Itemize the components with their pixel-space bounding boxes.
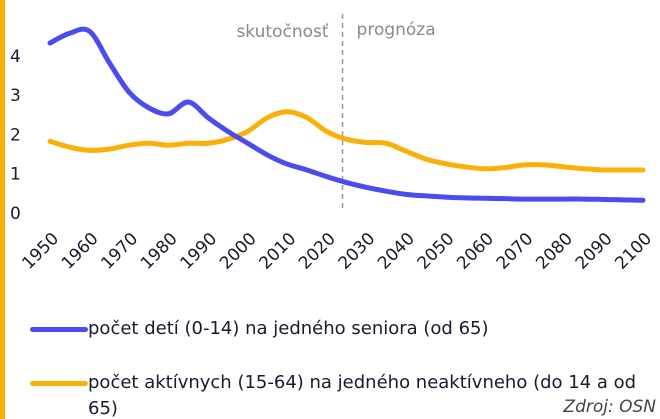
- x-tick-label: 1980: [137, 229, 182, 274]
- legend-item: počet detí (0-14) na jedného seniora (od…: [30, 316, 658, 342]
- x-tick-label: 2090: [572, 229, 617, 274]
- x-tick-label: 1990: [176, 229, 221, 274]
- x-tick-label: 1960: [58, 229, 103, 274]
- x-tick-label: 2080: [532, 229, 577, 274]
- x-tick-label: 2010: [256, 229, 301, 274]
- legend-swatch: [30, 381, 88, 386]
- legend-label: počet detí (0-14) na jedného seniora (od…: [88, 318, 489, 339]
- x-tick-label: 2100: [611, 229, 656, 274]
- x-tick-label: 2070: [493, 229, 538, 274]
- legend-swatch: [30, 327, 88, 332]
- y-tick-label: 4: [10, 47, 21, 67]
- series-line: [47, 26, 646, 203]
- source: Zdroj: OSN: [563, 397, 656, 417]
- x-tick-label: 2020: [295, 229, 340, 274]
- x-tick-label: 2040: [374, 229, 419, 274]
- y-tick-label: 0: [10, 204, 21, 224]
- legend-label: počet aktívnych (15-64) na jedného neakt…: [88, 372, 637, 419]
- x-tick-label: 1950: [18, 229, 63, 274]
- x-tick-label: 2050: [414, 229, 459, 274]
- annotation: prognóza: [357, 20, 436, 40]
- x-tick-label: 2060: [453, 229, 498, 274]
- y-tick-label: 1: [10, 165, 21, 185]
- y-tick-label: 3: [10, 86, 21, 106]
- x-tick-label: 2000: [216, 229, 261, 274]
- y-tick-label: 2: [10, 125, 21, 145]
- x-tick-label: 2030: [335, 229, 380, 274]
- annotation: skutočnosť: [236, 22, 328, 42]
- accent-bar: [0, 0, 5, 419]
- x-tick-label: 1970: [97, 229, 142, 274]
- series-line: [47, 109, 646, 173]
- legend-item: počet aktívnych (15-64) na jedného neakt…: [30, 370, 658, 419]
